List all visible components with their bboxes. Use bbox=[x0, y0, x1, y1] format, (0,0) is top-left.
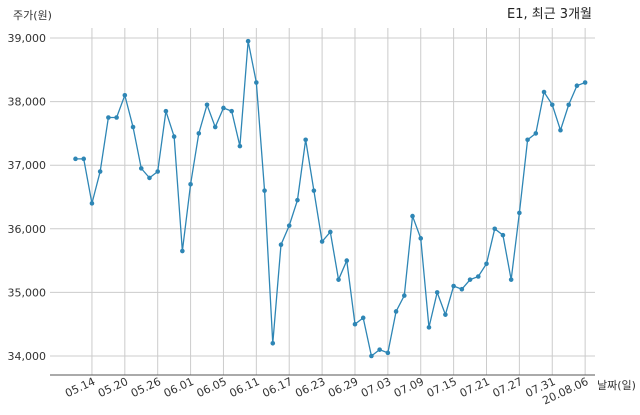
data-point bbox=[114, 115, 119, 120]
data-point bbox=[352, 321, 358, 327]
data-point bbox=[541, 89, 547, 95]
data-point bbox=[81, 156, 87, 162]
data-point bbox=[402, 293, 407, 298]
data-point bbox=[229, 108, 234, 114]
data-point bbox=[443, 312, 448, 317]
data-point bbox=[163, 108, 169, 114]
data-point bbox=[286, 223, 292, 228]
data-point bbox=[155, 169, 160, 174]
data-point bbox=[385, 350, 391, 356]
price-series bbox=[73, 38, 588, 359]
data-point bbox=[475, 274, 481, 279]
data-point bbox=[525, 137, 530, 143]
chart-grid bbox=[50, 28, 595, 375]
y-tick-label: 38,000 bbox=[8, 96, 47, 109]
data-point bbox=[344, 258, 350, 263]
data-point bbox=[566, 102, 571, 108]
data-point bbox=[204, 102, 210, 108]
chart-title: E1, 최근 3개월 bbox=[507, 7, 592, 22]
data-point bbox=[188, 181, 193, 187]
data-point bbox=[89, 201, 95, 206]
data-point bbox=[410, 213, 415, 219]
data-point bbox=[418, 236, 424, 241]
data-point bbox=[130, 124, 136, 130]
data-point bbox=[467, 277, 473, 282]
data-point bbox=[533, 131, 539, 136]
data-point bbox=[270, 340, 276, 346]
data-point bbox=[451, 283, 456, 289]
y-tick-label: 35,000 bbox=[8, 286, 47, 299]
data-point bbox=[254, 80, 259, 85]
data-point bbox=[369, 353, 374, 359]
x-tick-label: 07.03 bbox=[359, 375, 393, 400]
data-point bbox=[295, 197, 300, 203]
data-point bbox=[262, 188, 267, 193]
data-point bbox=[328, 229, 333, 235]
x-tick-label: 06.01 bbox=[162, 375, 196, 400]
y-tick-label: 34,000 bbox=[8, 350, 47, 363]
x-tick-label: 06.05 bbox=[195, 375, 229, 400]
data-point bbox=[196, 131, 202, 136]
data-point bbox=[459, 286, 465, 292]
data-point bbox=[558, 127, 563, 133]
data-point bbox=[500, 232, 506, 238]
data-point bbox=[426, 325, 432, 330]
data-point bbox=[319, 239, 325, 244]
data-point bbox=[303, 137, 308, 143]
x-tick-label: 05.20 bbox=[96, 375, 130, 400]
data-point bbox=[549, 102, 555, 108]
data-point bbox=[180, 248, 185, 254]
x-tick-label: 06.29 bbox=[326, 375, 360, 400]
data-point bbox=[97, 169, 103, 174]
data-point bbox=[574, 83, 580, 88]
series-line bbox=[75, 41, 586, 358]
x-tick-label: 06.23 bbox=[293, 375, 327, 400]
data-point bbox=[434, 290, 440, 295]
data-point bbox=[138, 166, 144, 171]
data-point bbox=[73, 156, 78, 162]
data-point bbox=[336, 277, 341, 282]
data-point bbox=[484, 261, 489, 267]
x-tick-label: 06.17 bbox=[260, 375, 294, 400]
data-point bbox=[517, 210, 522, 216]
x-tick-label: 05.14 bbox=[63, 375, 97, 400]
y-tick-label: 36,000 bbox=[8, 223, 47, 236]
data-point bbox=[508, 277, 514, 282]
x-tick-label: 07.27 bbox=[491, 375, 525, 400]
data-point bbox=[122, 92, 128, 98]
y-tick-labels: 34,000 35,000 36,000 37,000 38,000 39,000 bbox=[8, 32, 47, 363]
data-point bbox=[237, 143, 243, 149]
x-axis-unit-label: 날짜(일) bbox=[597, 378, 636, 392]
x-tick-labels: 05.1405.2005.2606.0106.0506.1106.1706.23… bbox=[63, 375, 590, 407]
data-point bbox=[582, 80, 588, 85]
data-point bbox=[106, 115, 111, 120]
x-tick-label: 07.09 bbox=[392, 375, 426, 400]
data-point bbox=[212, 124, 218, 130]
x-tick-label: 06.11 bbox=[228, 375, 262, 400]
data-point bbox=[171, 134, 177, 139]
data-point bbox=[245, 38, 251, 44]
y-tick-label: 39,000 bbox=[8, 32, 47, 45]
x-tick-label: 07.21 bbox=[458, 375, 492, 400]
data-point bbox=[393, 309, 399, 314]
data-point bbox=[221, 105, 226, 111]
y-tick-label: 37,000 bbox=[8, 159, 47, 172]
data-point bbox=[492, 226, 498, 232]
data-point bbox=[311, 188, 317, 193]
data-point bbox=[377, 347, 382, 352]
y-axis-unit-label: 주가(원) bbox=[13, 9, 52, 22]
x-tick-label: 07.15 bbox=[425, 375, 459, 400]
data-point bbox=[360, 315, 366, 321]
data-point bbox=[147, 175, 152, 181]
data-point bbox=[278, 242, 284, 247]
x-tick-label: 05.26 bbox=[129, 375, 163, 400]
